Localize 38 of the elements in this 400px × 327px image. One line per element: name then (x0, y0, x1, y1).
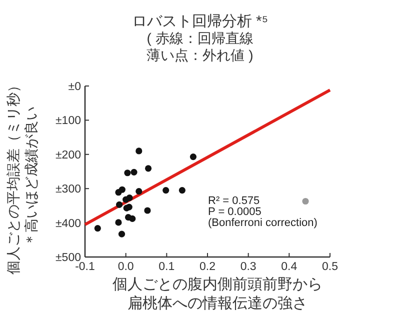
y-axis-title: 個人ごとの平均誤差（ミリ秒）＊高いほど成績が良い (5, 78, 39, 274)
point (162, 187, 170, 194)
x-tick-label: 0.5 (322, 261, 338, 273)
point (190, 153, 197, 160)
point (130, 168, 138, 176)
point (144, 165, 152, 172)
point (118, 186, 126, 193)
point (136, 188, 142, 195)
point (144, 207, 151, 214)
point (116, 201, 123, 208)
y-tick-label: ±400 (56, 218, 81, 230)
annotation: P = 0.0005 (208, 206, 262, 218)
y-tick-label: ±0 (68, 81, 81, 93)
point (129, 215, 136, 222)
point (126, 194, 133, 202)
y-tick-label: ±500 (56, 252, 81, 264)
x-tick-label: 0.2 (200, 261, 216, 273)
x-tick-label: 0.1 (158, 261, 175, 273)
y-tick-label: ±200 (56, 149, 81, 162)
point (178, 187, 186, 194)
point (115, 219, 122, 226)
annotation: R² = 0.575 (208, 195, 260, 207)
x-tick-label: -0.1 (75, 261, 95, 273)
y-tick-label: ±300 (56, 184, 81, 196)
x-tick-label: 0.4 (281, 261, 298, 273)
point (118, 230, 126, 238)
x-tick-label: 0.0 (118, 261, 134, 273)
point (126, 204, 132, 210)
point (124, 170, 131, 176)
annotation: (Bonferroni correction) (208, 217, 318, 229)
x-axis-title: 個人ごとの腹内側前頭前野から扁桃体への情報伝達の強さ (112, 276, 322, 312)
point (302, 198, 309, 205)
y-tick-label: ±100 (56, 115, 81, 128)
x-tick-label: 0.3 (240, 261, 256, 273)
chart-title: ロバスト回帰分析 *⁵ (132, 13, 268, 30)
chart-subtitle: ( 赤線：回帰直線薄い点：外れ値 ) (146, 30, 254, 63)
point (136, 148, 142, 154)
point (94, 224, 101, 232)
